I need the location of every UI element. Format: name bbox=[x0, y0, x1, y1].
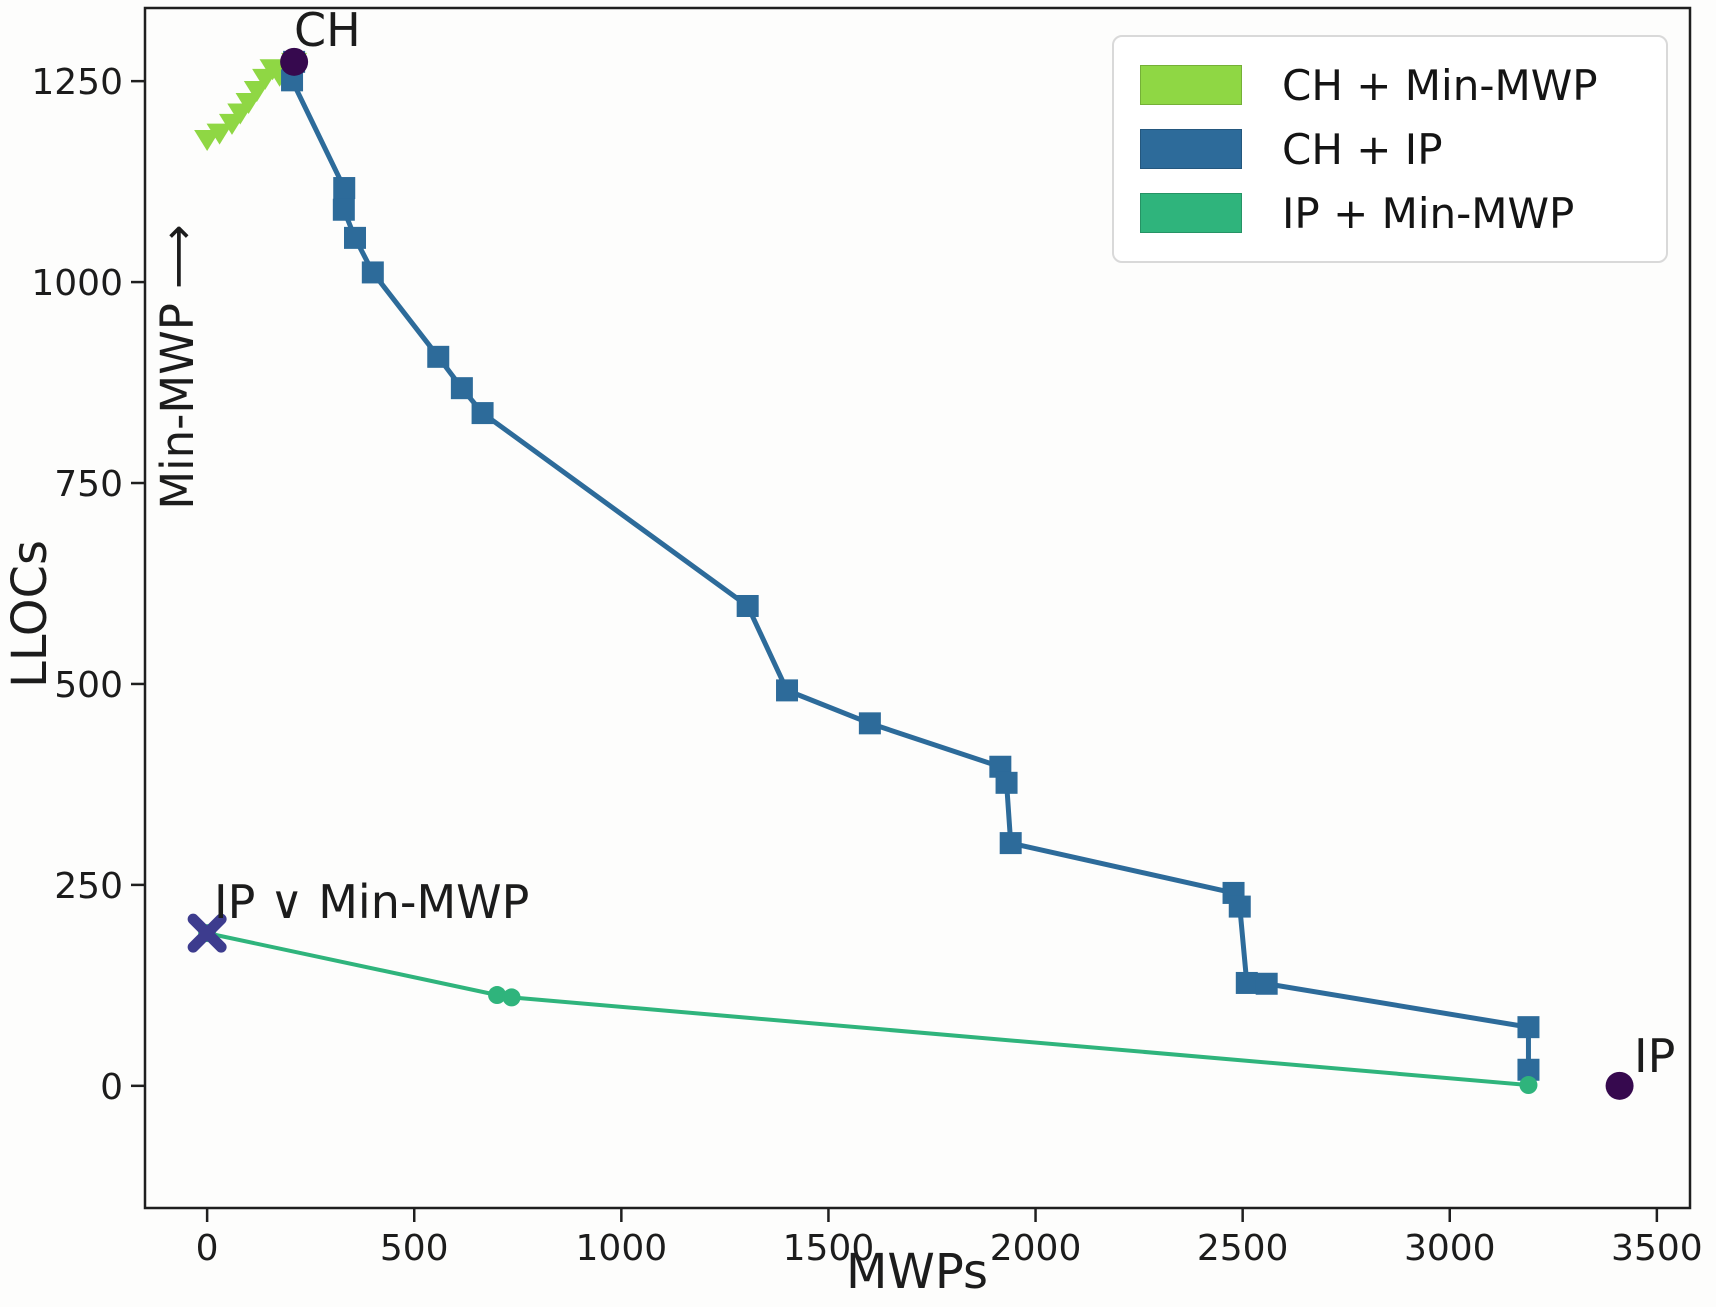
ip-min-mwp-marker bbox=[488, 986, 507, 1005]
ip-min-mwp-point bbox=[187, 913, 227, 953]
x-axis-label: MWPs bbox=[846, 1244, 988, 1300]
ch-ip-marker bbox=[1517, 1058, 1540, 1081]
x-tick-label: 3000 bbox=[1404, 1228, 1496, 1269]
special-points-layer bbox=[187, 47, 1634, 1100]
x-tick-label: 500 bbox=[380, 1228, 449, 1269]
ch-ip-marker bbox=[450, 377, 473, 400]
legend-swatch-ip-min-mwp bbox=[1140, 193, 1242, 233]
ip-min-mwp-marker bbox=[1519, 1076, 1538, 1095]
ch-ip-marker bbox=[1235, 971, 1258, 994]
x-tick-label: 2000 bbox=[990, 1228, 1082, 1269]
ip-min-mwp-marker bbox=[502, 988, 521, 1007]
ch-min-mwp-marker bbox=[194, 130, 221, 152]
ch-ip-marker bbox=[1517, 1016, 1540, 1039]
x-tick-label: 1000 bbox=[576, 1228, 668, 1269]
ch-ip-marker bbox=[1228, 895, 1251, 918]
ch-ip-marker bbox=[1255, 972, 1278, 995]
legend-item-ch-min-mwp: CH + Min-MWP bbox=[1140, 61, 1640, 110]
legend-item-ip-min-mwp: IP + Min-MWP bbox=[1140, 189, 1640, 238]
ch-ip-marker bbox=[361, 261, 384, 284]
y-tick-label: 1000 bbox=[31, 263, 123, 304]
legend-label: IP + Min-MWP bbox=[1282, 188, 1575, 238]
ch-ip-marker bbox=[999, 832, 1022, 855]
minmwp-direction-annotation: Min-MWP ⟶ bbox=[151, 224, 204, 509]
legend-swatch-ch-min-mwp bbox=[1140, 65, 1242, 105]
legend-swatch-ch-ip bbox=[1140, 129, 1242, 169]
ch-ip-marker bbox=[427, 345, 450, 368]
ch-min-mwp-marker bbox=[206, 123, 233, 145]
series-line-ip-min-mwp bbox=[205, 931, 1531, 1088]
y-tick-label: 500 bbox=[54, 665, 123, 706]
plot-frame-layer: 0 500 1000 1500 2000 2500 3000 3500 0 250 500 750 10… bbox=[31, 6, 1703, 1269]
ch-ip-marker bbox=[332, 198, 355, 221]
ip-or-minmwp-point-label: IP ∨ Min-MWP bbox=[214, 875, 529, 929]
y-tick-label: 250 bbox=[54, 866, 123, 907]
ip-point bbox=[1605, 1071, 1634, 1100]
y-tick-label: 0 bbox=[100, 1067, 123, 1108]
y-axis-label: LLOCs bbox=[2, 540, 58, 688]
ch-ip-marker bbox=[736, 594, 759, 617]
legend-item-ch-ip: CH + IP bbox=[1140, 125, 1640, 174]
legend: CH + Min-MWP CH + IP IP + Min-MWP bbox=[1112, 35, 1668, 263]
ch-ip-marker bbox=[344, 226, 367, 249]
ch-point-label: CH bbox=[294, 3, 361, 57]
x-tick-label: 0 bbox=[196, 1228, 219, 1269]
ch-ip-marker bbox=[776, 679, 799, 702]
x-tick-label: 2500 bbox=[1197, 1228, 1289, 1269]
y-tick-label: 1250 bbox=[31, 62, 123, 103]
x-tick-label: 3500 bbox=[1611, 1228, 1703, 1269]
ch-point bbox=[280, 47, 309, 76]
legend-label: CH + Min-MWP bbox=[1282, 60, 1598, 110]
y-tick-label: 750 bbox=[54, 464, 123, 505]
ch-ip-marker bbox=[858, 712, 881, 735]
ch-ip-marker bbox=[471, 402, 494, 425]
plot-frame bbox=[143, 6, 1692, 1210]
x-tick-label: 1500 bbox=[783, 1228, 875, 1269]
ip-point-label: IP bbox=[1634, 1029, 1675, 1083]
ch-ip-marker bbox=[995, 771, 1018, 794]
ch-ip-marker bbox=[333, 177, 356, 200]
legend-label: CH + IP bbox=[1282, 124, 1443, 174]
